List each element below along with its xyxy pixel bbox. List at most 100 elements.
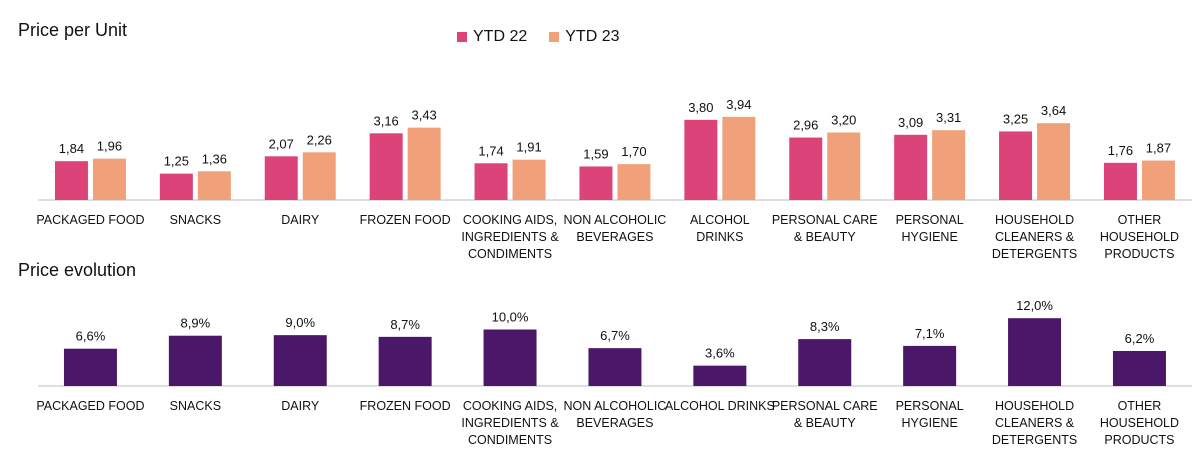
legend-item-ytd22: YTD 22 (457, 28, 527, 46)
category-label-ppu-7-0: PERSONAL CARE (772, 213, 878, 227)
bar-evolution-7 (798, 339, 852, 386)
data-label-evolution-1: 8,9% (181, 316, 211, 331)
category-label-evo-6-0: ALCOHOL DRINKS (665, 399, 775, 413)
category-label-ppu-10-1: HOUSEHOLD (1100, 230, 1179, 244)
category-label-ppu-0-0: PACKAGED FOOD (36, 213, 144, 227)
bar-ytd22-7 (789, 137, 823, 200)
category-label-ppu-8-0: PERSONAL (896, 213, 964, 227)
bar-evolution-0 (63, 348, 117, 386)
category-label-ppu-5-1: BEVERAGES (576, 230, 653, 244)
bar-ytd23-0 (92, 158, 126, 200)
data-label-ytd23-6: 3,94 (726, 97, 751, 112)
bar-evolution-3 (378, 336, 432, 386)
data-label-ytd23-7: 3,20 (831, 112, 856, 127)
category-label-evo-4-1: INGREDIENTS & (461, 416, 559, 430)
bar-ytd22-2 (264, 156, 298, 200)
data-label-ytd22-10: 1,76 (1108, 143, 1133, 158)
data-label-ytd23-2: 2,26 (307, 132, 332, 147)
bar-ytd23-3 (407, 127, 441, 200)
category-label-evo-9-0: HOUSEHOLD (995, 399, 1074, 413)
category-label-ppu-4-2: CONDIMENTS (468, 247, 552, 261)
category-label-ppu-9-2: DETERGENTS (992, 247, 1077, 261)
bar-evolution-6 (693, 365, 747, 386)
legend-swatch-ytd23 (549, 32, 560, 42)
bar-evolution-9 (1008, 318, 1062, 386)
category-label-ppu-4-0: COOKING AIDS, (463, 213, 557, 227)
data-label-ytd22-5: 1,59 (583, 146, 608, 161)
category-label-ppu-1-0: SNACKS (170, 213, 221, 227)
data-label-evolution-4: 10,0% (492, 310, 529, 325)
category-label-ppu-6-1: DRINKS (696, 230, 743, 244)
bar-evolution-8 (903, 345, 957, 386)
category-label-evo-4-0: COOKING AIDS, (463, 399, 557, 413)
bar-evolution-1 (168, 335, 222, 386)
data-label-evolution-0: 6,6% (76, 329, 106, 344)
data-label-evolution-9: 12,0% (1016, 298, 1053, 313)
chart-title-price-per-unit: Price per Unit (18, 20, 128, 40)
data-label-ytd23-9: 3,64 (1041, 103, 1066, 118)
bar-ytd22-5 (579, 166, 613, 200)
bar-ytd22-3 (369, 133, 403, 200)
legend-swatch-ytd22 (457, 32, 467, 42)
category-label-evo-9-2: DETERGENTS (992, 433, 1077, 447)
data-label-evolution-3: 8,7% (390, 317, 420, 332)
category-label-evo-9-1: CLEANERS & (995, 416, 1075, 430)
bar-ytd23-1 (197, 171, 231, 200)
data-label-ytd23-0: 1,96 (97, 139, 122, 154)
bar-evolution-2 (273, 335, 327, 386)
category-label-ppu-7-1: & BEAUTY (794, 230, 856, 244)
bar-ytd23-8 (932, 130, 966, 200)
legend-item-ytd23: YTD 23 (549, 28, 620, 46)
data-label-ytd23-10: 1,87 (1146, 141, 1171, 156)
data-label-ytd22-8: 3,09 (898, 115, 923, 130)
data-label-ytd22-3: 3,16 (373, 113, 398, 128)
category-label-evo-5-1: BEVERAGES (576, 416, 653, 430)
bar-ytd23-10 (1141, 160, 1175, 200)
bar-ytd22-8 (894, 134, 928, 200)
category-label-evo-10-2: PRODUCTS (1104, 433, 1174, 447)
data-label-ytd23-3: 3,43 (411, 108, 436, 123)
data-label-evolution-7: 8,3% (810, 319, 840, 334)
data-label-ytd23-1: 1,36 (202, 151, 227, 166)
bar-ytd22-0 (54, 161, 88, 200)
data-label-ytd22-6: 3,80 (688, 100, 713, 115)
bar-evolution-5 (588, 348, 642, 386)
bar-ytd23-5 (617, 164, 651, 200)
category-label-ppu-10-2: PRODUCTS (1104, 247, 1174, 261)
category-label-ppu-9-1: CLEANERS & (995, 230, 1075, 244)
category-label-ppu-5-0: NON ALCOHOLIC (564, 213, 667, 227)
data-label-ytd22-9: 3,25 (1003, 111, 1028, 126)
category-label-evo-8-1: HYGIENE (902, 416, 958, 430)
data-label-evolution-8: 7,1% (915, 326, 945, 341)
bar-ytd23-4 (512, 159, 546, 200)
category-label-ppu-4-1: INGREDIENTS & (461, 230, 559, 244)
bar-ytd23-2 (302, 152, 336, 200)
data-label-evolution-6: 3,6% (705, 346, 735, 361)
category-label-evo-2-0: DAIRY (281, 399, 320, 413)
bar-ytd23-9 (1037, 123, 1071, 200)
category-label-ppu-6-0: ALCOHOL (690, 213, 750, 227)
category-label-evo-10-0: OTHER (1118, 399, 1162, 413)
legend-label-ytd23: YTD 23 (565, 28, 620, 45)
data-label-ytd22-7: 2,96 (793, 118, 818, 133)
category-label-evo-1-0: SNACKS (170, 399, 221, 413)
data-label-ytd22-2: 2,07 (269, 136, 294, 151)
data-label-ytd22-4: 1,74 (478, 143, 503, 158)
bar-evolution-4 (483, 329, 537, 386)
bar-ytd22-1 (159, 173, 193, 200)
legend: YTD 22 YTD 23 (457, 28, 642, 46)
bar-evolution-10 (1112, 350, 1166, 386)
data-label-ytd23-5: 1,70 (621, 144, 646, 159)
bar-ytd22-4 (474, 163, 508, 200)
data-label-evolution-10: 6,2% (1125, 331, 1155, 346)
category-label-evo-3-0: FROZEN FOOD (360, 399, 451, 413)
category-label-ppu-10-0: OTHER (1118, 213, 1162, 227)
legend-label-ytd22: YTD 22 (473, 28, 528, 45)
bar-ytd22-10 (1103, 162, 1137, 200)
category-label-ppu-3-0: FROZEN FOOD (360, 213, 451, 227)
category-label-evo-8-0: PERSONAL (896, 399, 964, 413)
category-label-evo-0-0: PACKAGED FOOD (36, 399, 144, 413)
bar-ytd23-6 (722, 116, 756, 200)
category-label-evo-7-0: PERSONAL CARE (772, 399, 878, 413)
